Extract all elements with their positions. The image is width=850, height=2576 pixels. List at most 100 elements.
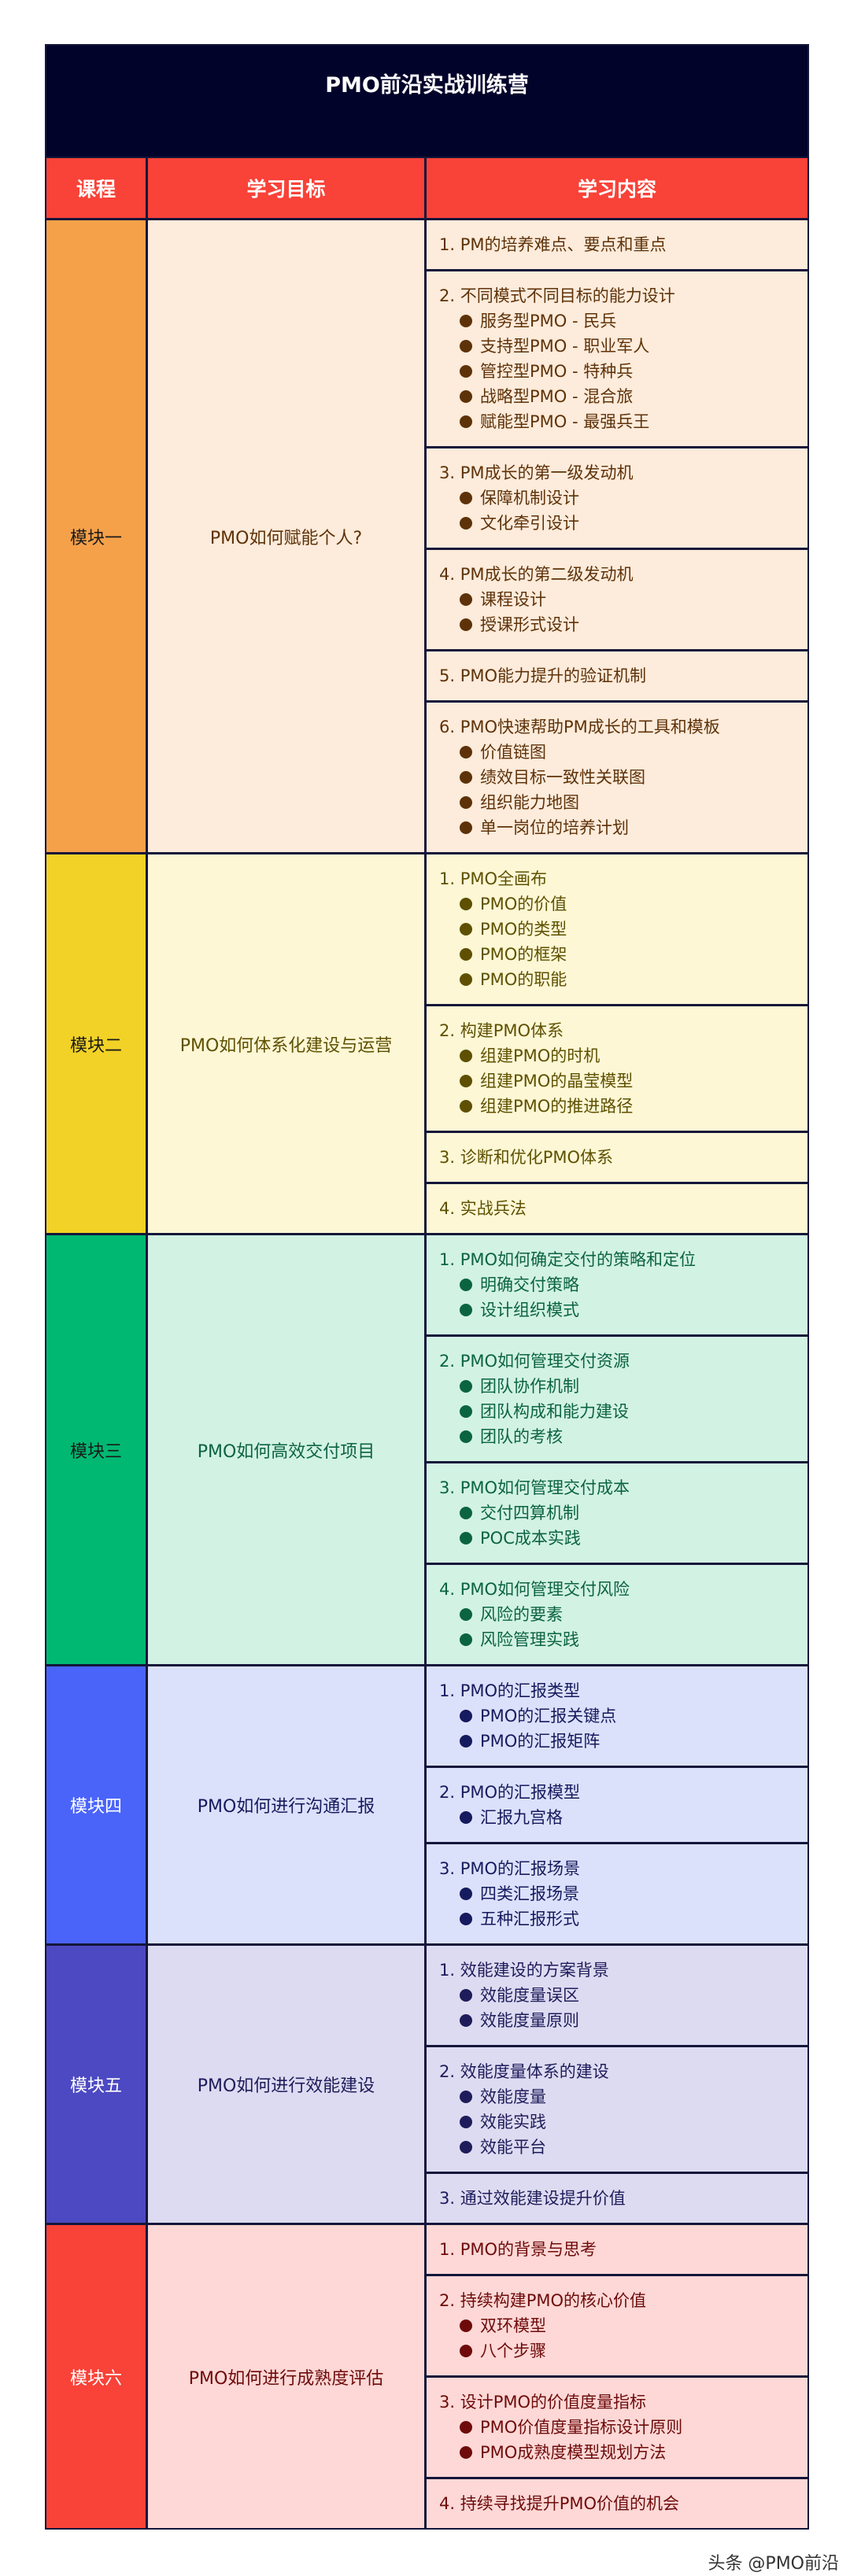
item-title: 1. PMO全画布 [439,869,548,888]
bullet-item: 效能度量 [439,2084,808,2109]
bullet-item: 服务型PMO - 民兵 [439,308,808,334]
bullet-dot-icon [460,973,472,986]
content-item: 4. 持续寻找提升PMO价值的机会 [427,2479,808,2528]
bullet-text: 双环模型 [480,2316,546,2335]
bullet-item: PMO的价值 [439,891,808,917]
item-title: 4. 持续寻找提升PMO价值的机会 [439,2494,680,2513]
header-goal: 学习目标 [148,158,424,218]
bullet-text: 交付四算机制 [480,1504,579,1522]
bullet-text: 效能度量误区 [480,1986,579,2005]
module-name: 模块五 [46,1946,146,2223]
content-item: 1. PM的培养难点、要点和重点 [427,220,808,269]
bullet-dot-icon [460,1913,472,1925]
bullet-dot-icon [460,315,472,327]
item-title: 1. PMO如何确定交付的策略和定位 [439,1250,697,1269]
bullet-dot-icon [460,1710,472,1722]
item-title: 3. PMO如何管理交付成本 [439,1478,630,1497]
content-item: 1. PMO如何确定交付的策略和定位明确交付策略 设计组织模式 [427,1235,808,1334]
module-goal: PMO如何进行沟通汇报 [148,1666,424,1943]
item-title: 1. PMO的背景与思考 [439,2240,597,2259]
bullet-dot-icon [460,593,472,606]
item-title: 2. 不同模式不同目标的能力设计 [439,286,675,305]
bullet-item: 支持型PMO - 职业军人 [439,334,808,359]
bullet-dot-icon [460,340,472,352]
content-item: 2. 不同模式不同目标的能力设计服务型PMO - 民兵支持型PMO - 职业军人… [427,271,808,446]
bullet-text: 汇报九宫格 [480,1808,563,1827]
module-list: 模块一 PMO如何赋能个人? 1. PM的培养难点、要点和重点 2. 不同模式不同目标… [46,218,808,2528]
bullet-text: 组织能力地图 [480,793,579,812]
header-course: 课程 [46,158,146,218]
bullet-text: PMO价值度量指标设计原则 [480,2418,683,2437]
bullet-item: 效能平台 [439,2135,808,2160]
bullet-text: 保障机制设计 [480,489,579,507]
bullet-item: 团队构成和能力建设 [439,1399,808,1424]
bullet-text: 组建PMO的时机 [480,1046,601,1065]
bullet-text: 授课形式设计 [480,615,579,634]
bullet-text: 服务型PMO - 民兵 [480,312,617,330]
header-content: 学习内容 [427,158,808,218]
module-row: 模块四 PMO如何进行沟通汇报 1. PMO的汇报类型 PMO的汇报关键点 PMO的汇报… [46,1664,808,1943]
bullet-item: 汇报九宫格 [439,1805,808,1830]
bullet-text: POC成本实践 [480,1529,581,1548]
bullet-dot-icon [460,1532,472,1544]
module-name: 模块六 [46,2225,146,2528]
bullet-item: 单一岗位的培养计划 [439,815,808,840]
bullet-text: 战略型PMO - 混合旅 [480,387,634,406]
bullet-text: 风险管理实践 [480,1630,579,1649]
bullet-dot-icon [460,771,472,784]
bullet-item: 团队的考核 [439,1424,808,1449]
bullet-dot-icon [460,746,472,758]
module-name: 模块二 [46,854,146,1233]
bullet-dot-icon [460,2446,472,2459]
bullet-dot-icon [460,2014,472,2027]
bullet-text: 团队协作机制 [480,1377,579,1396]
content-item: 1. PMO的背景与思考 [427,2225,808,2274]
item-title: 2. 构建PMO体系 [439,1021,564,1040]
table-title: PMO前沿实战训练营 [46,46,808,157]
bullet-text: 赋能型PMO - 最强兵王 [480,412,650,431]
bullet-dot-icon [460,1100,472,1113]
module-items: 1. PMO的背景与思考 2. 持续构建PMO的核心价值 双环模型 八个步骤 3. 设计… [427,2225,808,2528]
watermark: 头条 @PMO前沿 [708,2554,839,2574]
bullet-item: 效能实践 [439,2109,808,2135]
header-row: 课程 学习目标 学习内容 [46,157,808,218]
module-goal: PMO如何进行效能建设 [148,1946,424,2223]
bullet-item: 设计组织模式 [439,1297,808,1323]
content-item: 1. PMO的汇报类型 PMO的汇报关键点 PMO的汇报矩阵 [427,1666,808,1766]
curriculum-table: PMO前沿实战训练营 课程 学习目标 学习内容 模块一 PMO如何赋能个人? 1. … [45,44,809,2530]
bullet-text: 组建PMO的晶莹模型 [480,1072,634,1091]
bullet-text: 支持型PMO - 职业军人 [480,337,650,356]
content-item: 4. PMO如何管理交付风险 风险的要素 风险管理实践 [427,1565,808,1664]
content-item: 2. 效能度量体系的建设效能度量 效能实践 效能平台 [427,2047,808,2172]
module-name: 模块四 [46,1666,146,1943]
bullet-dot-icon [460,1405,472,1418]
bullet-text: 明确交付策略 [480,1275,579,1294]
module-items: 1. PM的培养难点、要点和重点 2. 不同模式不同目标的能力设计 服务型PMO -… [427,220,808,852]
bullet-dot-icon [460,2116,472,2128]
bullet-dot-icon [460,2320,472,2332]
item-title: 3. PM成长的第一级发动机 [439,463,634,482]
bullet-text: PMO成熟度模型规划方法 [480,2443,667,2462]
bullet-dot-icon [460,1811,472,1824]
module-items: 1. PMO全画布 PMO的价值 PMO的类型 PMO的框架 PMO的职能 2. 构建PM… [427,854,808,1233]
item-title: 2. 效能度量体系的建设 [439,2062,609,2081]
bullet-dot-icon [460,492,472,504]
bullet-dot-icon [460,2421,472,2434]
content-item: 3. 设计PMO的价值度量指标 PMO价值度量指标设计原则 PMO成熟度模型规划方法 [427,2378,808,2477]
item-title: 4. PM成长的第二级发动机 [439,565,634,584]
bullet-item: 效能度量原则 [439,2008,808,2033]
content-item: 3. 通过效能建设提升价值 [427,2174,808,2223]
bullet-item: 组建PMO的推进路径 [439,1094,808,1119]
content-item: 3. PMO如何管理交付成本交付四算机制 POC成本实践 [427,1463,808,1563]
bullet-text: 设计组织模式 [480,1301,579,1319]
bullet-item: 交付四算机制 [439,1500,808,1526]
bullet-dot-icon [460,2141,472,2153]
module-row: 模块三 PMO如何高效交付项目 1. PMO如何确定交付的策略和定位 明确交付策略 设计… [46,1233,808,1664]
item-title: 5. PMO能力提升的验证机制 [439,666,647,685]
content-item: 3. PM成长的第一级发动机 保障机制设计 文化牵引设计 [427,448,808,548]
bullet-item: 风险管理实践 [439,1627,808,1652]
module-goal: PMO如何进行成熟度评估 [148,2225,424,2528]
module-row: 模块一 PMO如何赋能个人? 1. PM的培养难点、要点和重点 2. 不同模式不同目标… [46,218,808,852]
bullet-dot-icon [460,517,472,530]
bullet-dot-icon [460,1888,472,1900]
